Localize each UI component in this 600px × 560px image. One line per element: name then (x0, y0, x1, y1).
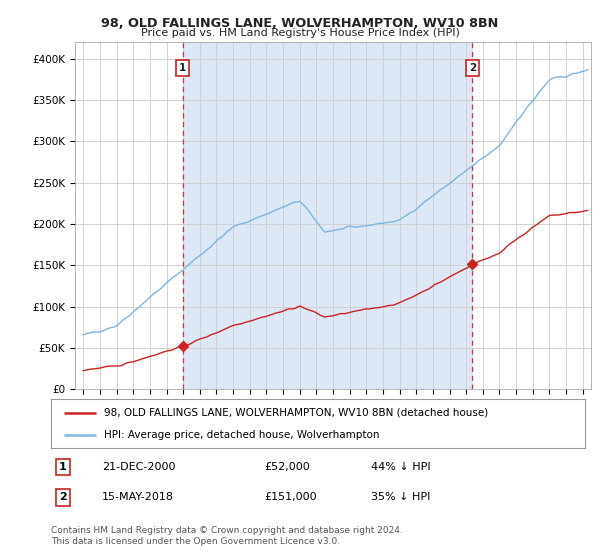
Text: 44% ↓ HPI: 44% ↓ HPI (371, 462, 431, 472)
Text: 98, OLD FALLINGS LANE, WOLVERHAMPTON, WV10 8BN (detached house): 98, OLD FALLINGS LANE, WOLVERHAMPTON, WV… (104, 408, 488, 418)
Text: 2: 2 (59, 492, 67, 502)
Text: 21-DEC-2000: 21-DEC-2000 (102, 462, 175, 472)
Text: 2: 2 (469, 63, 476, 73)
Text: Price paid vs. HM Land Registry's House Price Index (HPI): Price paid vs. HM Land Registry's House … (140, 28, 460, 38)
Text: HPI: Average price, detached house, Wolverhampton: HPI: Average price, detached house, Wolv… (104, 430, 380, 440)
Bar (182, 42, 472, 389)
Text: £52,000: £52,000 (265, 462, 310, 472)
Text: 1: 1 (179, 63, 187, 73)
Text: 35% ↓ HPI: 35% ↓ HPI (371, 492, 431, 502)
Text: Contains HM Land Registry data © Crown copyright and database right 2024.
This d: Contains HM Land Registry data © Crown c… (51, 526, 403, 546)
Text: 1: 1 (59, 462, 67, 472)
Text: 98, OLD FALLINGS LANE, WOLVERHAMPTON, WV10 8BN: 98, OLD FALLINGS LANE, WOLVERHAMPTON, WV… (101, 17, 499, 30)
Text: £151,000: £151,000 (265, 492, 317, 502)
Text: 15-MAY-2018: 15-MAY-2018 (102, 492, 174, 502)
